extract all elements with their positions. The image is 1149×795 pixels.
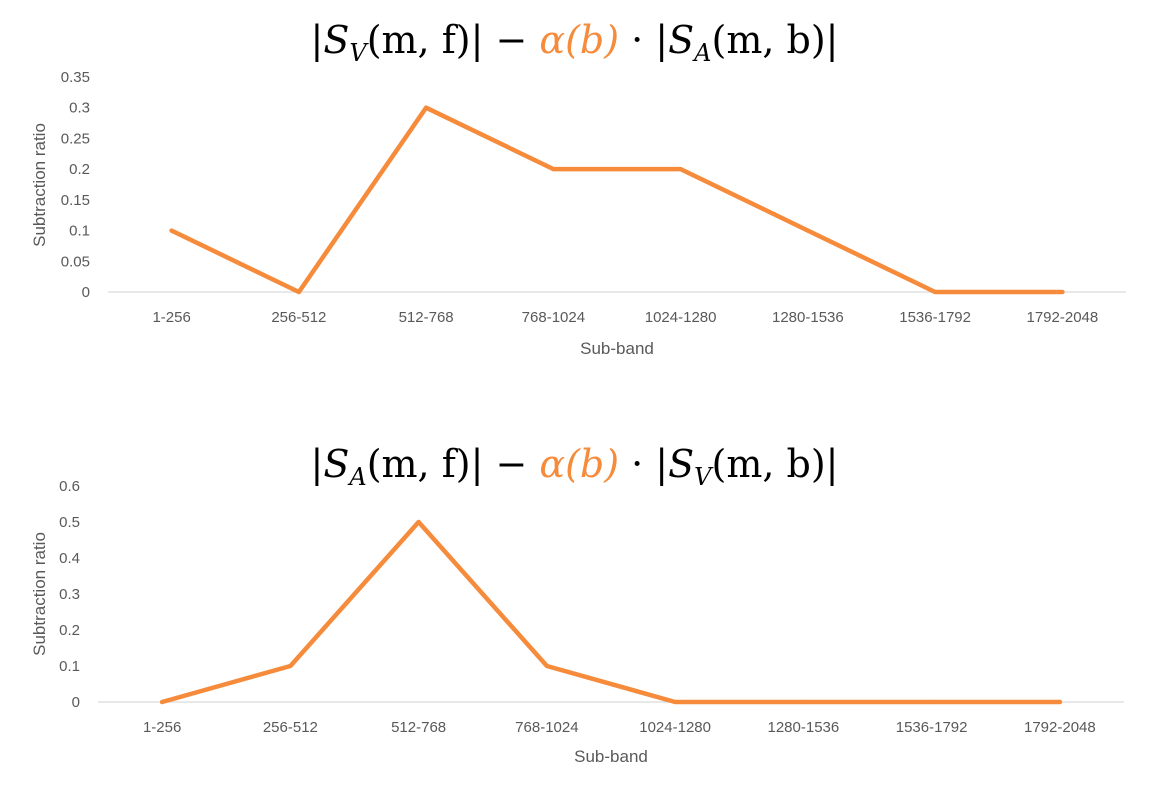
- data-point: [551, 167, 556, 172]
- x-tick-label: 768-1024: [515, 719, 578, 736]
- x-tick-label: 512-768: [391, 719, 446, 736]
- y-tick-label: 0.4: [59, 550, 80, 567]
- data-point: [288, 664, 293, 668]
- data-point: [929, 700, 934, 704]
- y-tick-label: 0.5: [59, 514, 80, 531]
- data-point: [296, 290, 301, 294]
- data-point: [424, 105, 429, 110]
- data-point: [1060, 290, 1065, 294]
- data-point: [544, 664, 549, 668]
- y-tick-label: 0.05: [61, 253, 90, 270]
- data-point: [416, 520, 421, 524]
- y-axis-title: Subtraction ratio: [30, 532, 49, 656]
- chart-1-plot: 0 0.05 0.1 0.15 0.2 0.25 0.3 0.35 1-256 256-512 51…: [30, 69, 1126, 358]
- y-tick-label: 0.2: [69, 161, 90, 178]
- data-point: [169, 228, 174, 233]
- chart-1-title: |SV(m, f)| − α(b) · |SA(m, b)|: [310, 18, 839, 67]
- y-tick-label: 0: [72, 694, 80, 711]
- chart-2-title: |SA(m, f)| − α(b) · |SV(m, b)|: [310, 442, 839, 491]
- y-tick-label: 0: [82, 284, 90, 301]
- x-tick-label: 1024-1280: [645, 309, 717, 326]
- x-tick-label: 1792-2048: [1024, 719, 1096, 736]
- data-point: [678, 167, 683, 172]
- y-tick-label: 0.3: [59, 586, 80, 603]
- y-tick-label: 0.1: [59, 658, 80, 675]
- x-tick-label: 1024-1280: [639, 719, 711, 736]
- y-tick-label: 0.35: [61, 69, 90, 86]
- x-tick-label: 256-512: [263, 719, 318, 736]
- x-tick-label: 768-1024: [522, 309, 585, 326]
- y-tick-label: 0.15: [61, 192, 90, 209]
- x-tick-label: 1280-1536: [772, 309, 844, 326]
- y-tick-label: 0.1: [69, 223, 90, 240]
- data-point: [805, 228, 810, 233]
- data-point: [1057, 700, 1062, 704]
- data-point: [160, 700, 165, 704]
- y-axis-title: Subtraction ratio: [30, 123, 49, 247]
- x-tick-label: 256-512: [271, 309, 326, 326]
- x-axis-title: Sub-band: [574, 747, 648, 766]
- y-tick-label: 0.3: [69, 100, 90, 117]
- data-point: [801, 700, 806, 704]
- chart-2-plot: 0 0.1 0.2 0.3 0.4 0.5 0.6 1-256 256-512 512-768 76…: [30, 478, 1124, 766]
- x-tick-label: 1792-2048: [1027, 309, 1099, 326]
- data-point: [933, 290, 938, 294]
- x-axis-title: Sub-band: [580, 339, 654, 358]
- y-tick-label: 0.6: [59, 478, 80, 495]
- chart-panel-1: |SV(m, f)| − α(b) · |SA(m, b)| 0 0.05 0.1 0…: [0, 0, 1149, 380]
- x-tick-label: 1-256: [152, 309, 190, 326]
- data-point: [673, 700, 678, 704]
- y-tick-label: 0.25: [61, 130, 90, 147]
- x-tick-label: 1536-1792: [896, 719, 968, 736]
- chart-panel-2: |SA(m, f)| − α(b) · |SV(m, b)| 0 0.1 0.2 0.…: [0, 420, 1149, 795]
- x-tick-label: 1280-1536: [768, 719, 840, 736]
- series-line: [169, 105, 1065, 295]
- series-line: [159, 519, 1063, 705]
- y-tick-label: 0.2: [59, 622, 80, 639]
- x-tick-label: 512-768: [399, 309, 454, 326]
- x-tick-label: 1-256: [143, 719, 181, 736]
- x-tick-label: 1536-1792: [899, 309, 971, 326]
